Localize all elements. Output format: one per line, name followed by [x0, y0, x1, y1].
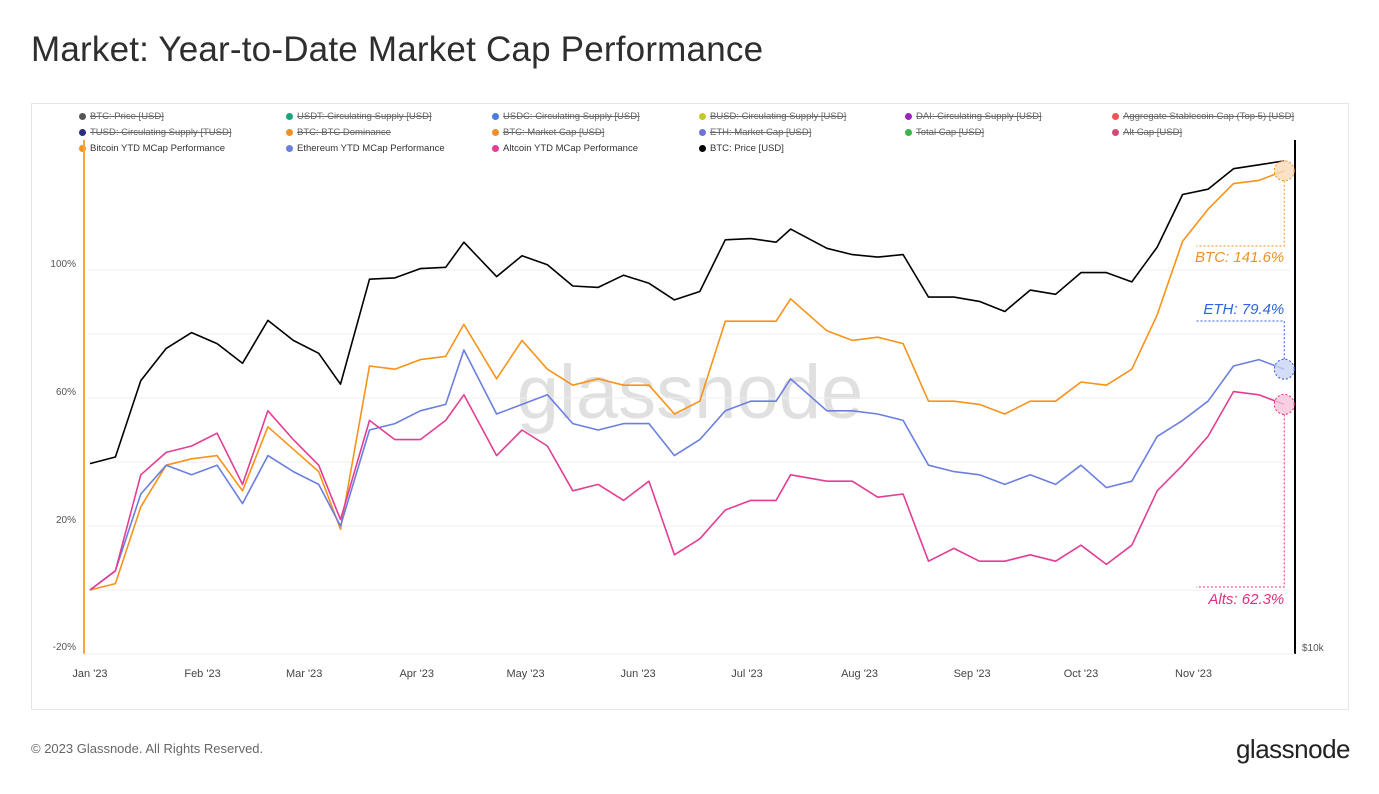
annotation-label: BTC: 141.6%: [1195, 249, 1284, 266]
legend-item[interactable]: Altcoin YTD MCap Performance: [492, 143, 638, 154]
legend-item[interactable]: DAI: Circulating Supply [USD]: [905, 111, 1042, 122]
legend-item[interactable]: Aggregate Stablecoin Cap (Top 5) [USD]: [1112, 111, 1294, 122]
endpoint-marker: [1273, 358, 1295, 380]
chart-panel: [31, 103, 1349, 710]
series-line-btc-price-usd: [89, 160, 1285, 465]
legend-item[interactable]: BTC: Price [USD]: [699, 143, 784, 154]
x-tick-label: May '23: [507, 668, 545, 680]
legend-item[interactable]: ETH: Market Cap [USD]: [699, 127, 811, 138]
legend-dot-icon: [699, 113, 706, 120]
legend-item[interactable]: Alt Cap [USD]: [1112, 127, 1182, 138]
legend-label: Total Cap [USD]: [916, 127, 985, 138]
legend-dot-icon: [905, 113, 912, 120]
endpoint-marker: [1273, 160, 1295, 182]
legend-label: Ethereum YTD MCap Performance: [297, 143, 445, 154]
x-tick-label: Oct '23: [1064, 668, 1099, 680]
annotation-leader: [1196, 180, 1285, 247]
right-y-tick-label: $10k: [1302, 643, 1325, 654]
y-tick-label: -20%: [53, 642, 76, 653]
series-line-bitcoin-ytd-mcap-performance: [89, 170, 1285, 591]
legend-item[interactable]: BTC: BTC Dominance: [286, 127, 391, 138]
legend-label: ETH: Market Cap [USD]: [710, 127, 812, 138]
legend-dot-icon: [79, 145, 86, 152]
legend-label: Aggregate Stablecoin Cap (Top 5) [USD]: [1123, 111, 1295, 122]
x-tick-label: Feb '23: [184, 668, 220, 680]
glassnode-logo[interactable]: glassnode: [1235, 734, 1351, 764]
x-tick-label: Jun '23: [621, 668, 656, 680]
legend-label: BTC: Market Cap [USD]: [503, 127, 605, 138]
legend-dot-icon: [492, 129, 499, 136]
legend-dot-icon: [699, 145, 706, 152]
legend-dot-icon: [79, 113, 86, 120]
x-tick-label: Nov '23: [1175, 668, 1212, 680]
legend-dot-icon: [699, 129, 706, 136]
copyright-text: © 2023 Glassnode. All Rights Reserved.: [31, 741, 264, 756]
legend-item[interactable]: BTC: Price [USD]: [79, 111, 164, 122]
y-tick-label: 60%: [56, 387, 76, 398]
legend-label: BTC: Price [USD]: [90, 111, 164, 122]
series-line-ethereum-ytd-mcap-performance: [89, 349, 1285, 591]
legend-item[interactable]: USDT: Circulating Supply [USD]: [286, 111, 432, 122]
legend-item[interactable]: Total Cap [USD]: [905, 127, 984, 138]
legend-dot-icon: [286, 145, 293, 152]
y-tick-label: 100%: [50, 259, 76, 270]
x-tick-label: Jan '23: [72, 668, 107, 680]
legend-label: Altcoin YTD MCap Performance: [503, 143, 638, 154]
legend-label: TUSD: Circulating Supply [TUSD]: [90, 127, 232, 138]
legend-label: BTC: Price [USD]: [710, 143, 784, 154]
legend-item[interactable]: USDC: Circulating Supply [USD]: [492, 111, 640, 122]
legend-dot-icon: [905, 129, 912, 136]
y-tick-label: 20%: [56, 515, 76, 526]
endpoint-marker: [1273, 393, 1295, 415]
x-tick-label: Aug '23: [841, 668, 878, 680]
x-tick-label: Apr '23: [399, 668, 434, 680]
annotation-label: Alts: 62.3%: [1207, 591, 1284, 608]
legend-item[interactable]: Ethereum YTD MCap Performance: [286, 143, 445, 154]
page-title: Market: Year-to-Date Market Cap Performa…: [31, 30, 764, 69]
legend-dot-icon: [492, 145, 499, 152]
legend-dot-icon: [1112, 129, 1119, 136]
legend-item[interactable]: Bitcoin YTD MCap Performance: [79, 143, 225, 154]
legend-label: USDC: Circulating Supply [USD]: [503, 111, 640, 122]
x-tick-label: Jul '23: [731, 668, 762, 680]
legend-label: USDT: Circulating Supply [USD]: [297, 111, 432, 122]
legend-dot-icon: [1112, 113, 1119, 120]
legend-label: BUSD: Circulating Supply [USD]: [710, 111, 847, 122]
legend-item[interactable]: TUSD: Circulating Supply [TUSD]: [79, 127, 231, 138]
legend-label: Alt Cap [USD]: [1123, 127, 1183, 138]
legend-label: BTC: BTC Dominance: [297, 127, 391, 138]
x-tick-label: Mar '23: [286, 668, 322, 680]
x-tick-label: Sep '23: [954, 668, 991, 680]
legend-dot-icon: [286, 129, 293, 136]
watermark: glassnode: [517, 350, 864, 435]
legend-dot-icon: [79, 129, 86, 136]
legend-item[interactable]: BTC: Market Cap [USD]: [492, 127, 604, 138]
annotation-label: ETH: 79.4%: [1203, 301, 1284, 318]
series-line-altcoin-ytd-mcap-performance: [89, 390, 1285, 591]
legend-dot-icon: [286, 113, 293, 120]
legend-dot-icon: [492, 113, 499, 120]
legend-label: Bitcoin YTD MCap Performance: [90, 143, 225, 154]
annotation-leader: [1196, 414, 1285, 588]
annotation-leader: [1196, 320, 1285, 360]
legend-label: DAI: Circulating Supply [USD]: [916, 111, 1042, 122]
legend-item[interactable]: BUSD: Circulating Supply [USD]: [699, 111, 846, 122]
